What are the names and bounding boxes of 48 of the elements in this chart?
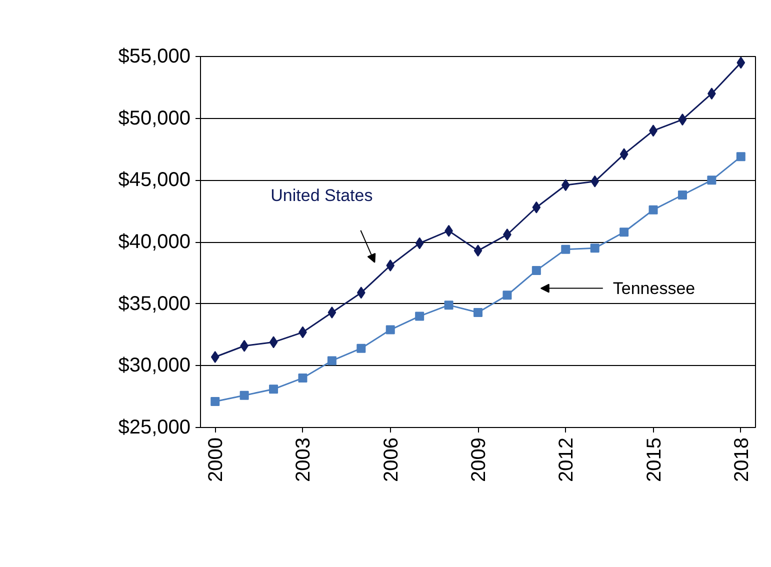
x-tick-label: 2006 — [380, 437, 402, 482]
y-tick-label: $30,000 — [118, 354, 190, 377]
y-tick-label: $50,000 — [118, 107, 190, 130]
x-tick-label: 2015 — [643, 437, 666, 482]
y-tick-label: $55,000 — [118, 46, 190, 68]
point — [386, 325, 395, 334]
point — [736, 152, 746, 162]
point — [502, 290, 512, 300]
point — [561, 179, 570, 192]
x-tick-label: 2012 — [556, 437, 578, 482]
text: United States — [270, 186, 373, 205]
point — [590, 244, 600, 253]
point — [328, 306, 336, 318]
point — [356, 344, 366, 353]
point — [327, 356, 336, 366]
point — [415, 312, 424, 321]
y-tick-label: $35,000 — [118, 292, 190, 315]
x-tick-label: 2009 — [468, 437, 490, 482]
point — [474, 244, 482, 257]
point — [269, 336, 278, 348]
point — [678, 190, 687, 200]
point — [590, 175, 600, 188]
point — [386, 259, 395, 272]
point — [474, 308, 482, 317]
series-label: Tennessee — [612, 278, 696, 298]
point — [356, 286, 366, 299]
point — [736, 56, 746, 69]
point — [444, 300, 454, 310]
point — [210, 351, 220, 364]
point — [269, 384, 278, 394]
point — [620, 228, 629, 237]
x-tick-label: 2000 — [205, 437, 228, 482]
point — [707, 176, 716, 185]
point — [532, 266, 541, 275]
point — [240, 390, 249, 400]
y-tick-label: $25,000 — [118, 416, 190, 438]
x-tick-label: 2018 — [730, 437, 753, 482]
point — [561, 244, 570, 254]
point — [648, 205, 658, 214]
point — [532, 201, 541, 214]
y-tick-label: $40,000 — [118, 231, 190, 253]
point — [678, 114, 687, 126]
point — [210, 397, 220, 406]
y-tick-label: $45,000 — [118, 169, 190, 192]
x-tick-label: 2003 — [292, 437, 315, 482]
point — [415, 237, 424, 250]
point — [620, 148, 628, 160]
point — [298, 374, 308, 383]
